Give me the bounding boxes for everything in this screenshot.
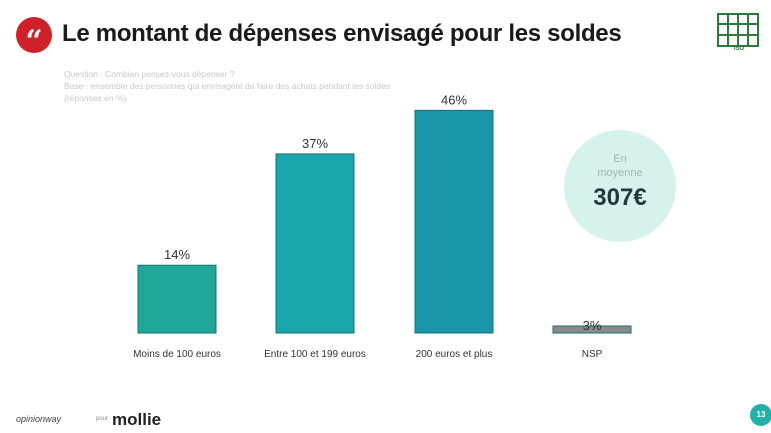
average-label-line2: moyenne [597,167,643,179]
quote-icon: “ [16,17,52,59]
question-unit-line: (réponses en %) [64,93,127,103]
bar-value-label: 3% [583,318,602,333]
category-label: NSP [582,349,603,360]
bar-value-label: 14% [164,247,190,262]
bar-value-label: 37% [302,136,328,151]
question-text: Question : Combien pensez-vous dépenser … [64,68,484,104]
average-badge: En moyenne 307€ [564,130,676,242]
category-label: Entre 100 et 199 euros [264,349,366,360]
mollie-logo: mollie [112,410,162,429]
footer-with-label: pour [96,416,109,422]
bar-2 [414,109,494,334]
grid-emblem-icon [716,12,760,58]
bar-value-label: 46% [441,92,467,107]
average-value: 307€ [593,184,647,211]
average-label: En moyenne [564,152,676,180]
emblem-caption: ISO [733,46,745,52]
opinionway-logo: opinionway [16,414,62,424]
bar-0 [137,264,217,334]
average-label-line1: En [613,153,627,165]
question-line: Question : Combien pensez-vous dépenser … [64,69,235,79]
bar-1 [275,153,355,334]
bar-3 [552,325,632,334]
category-label: Moins de 100 euros [133,349,221,360]
page-number-badge: 13 [750,404,771,426]
question-base-line: Base : ensemble des personnes qui envisa… [64,81,391,91]
page-title: Le montant de dépenses envisagé pour les… [62,20,622,47]
category-label: 200 euros et plus [416,349,493,360]
